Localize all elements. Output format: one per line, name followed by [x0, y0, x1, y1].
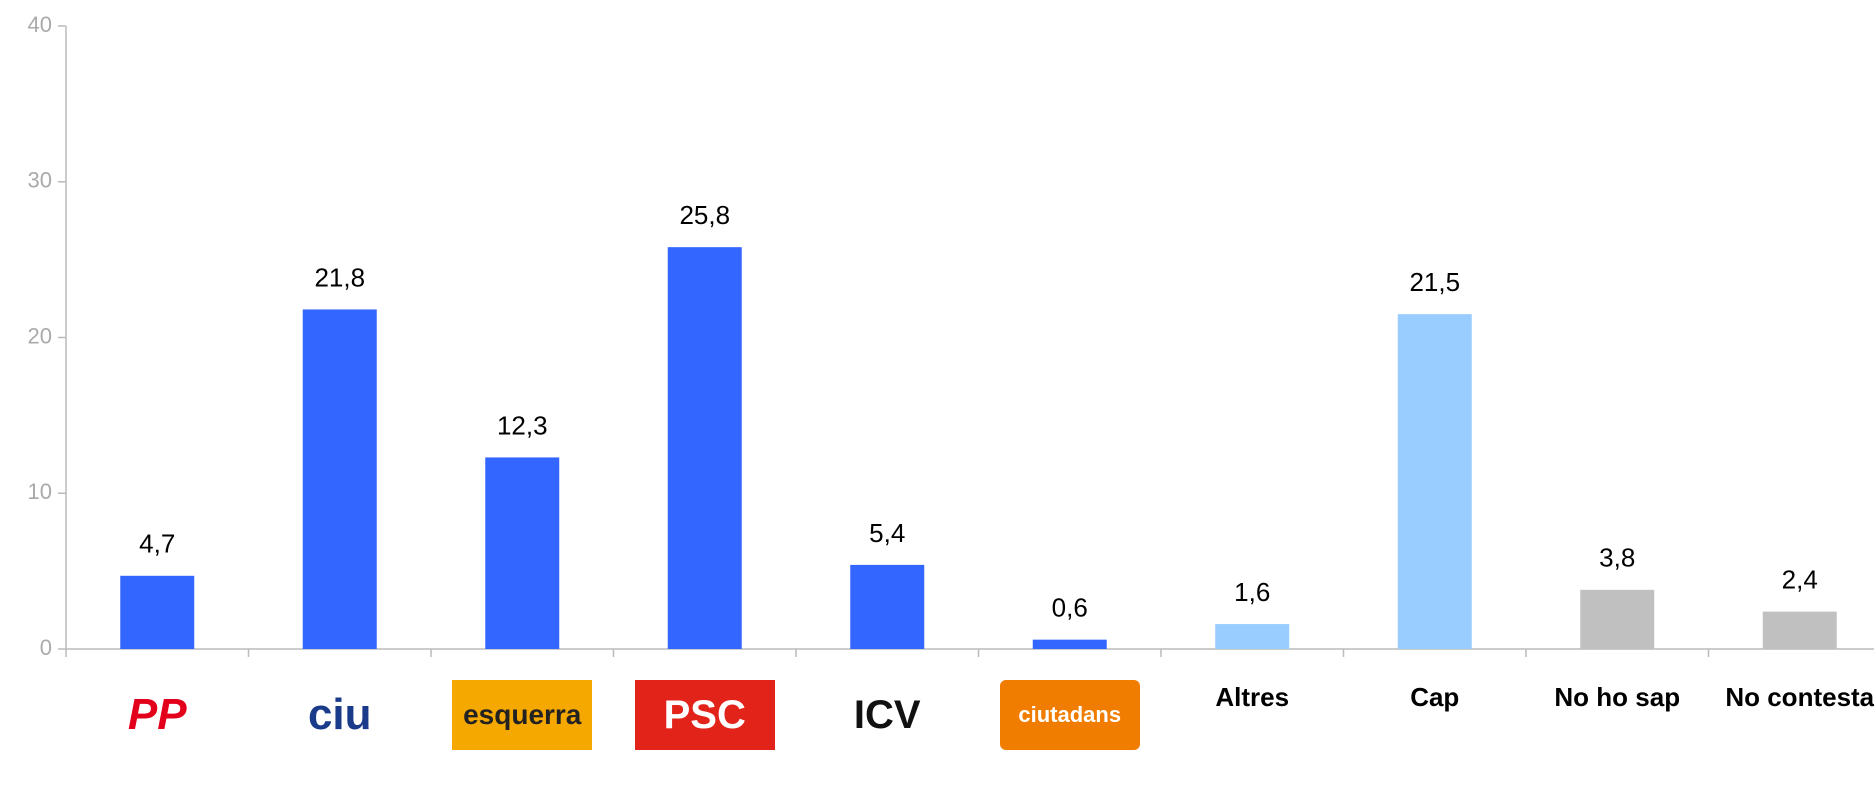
bar: [1762, 611, 1837, 649]
category-logo: ICV: [817, 680, 958, 750]
bar: [120, 575, 195, 649]
value-label: 5,4: [869, 518, 905, 548]
y-tick-label: 40: [28, 12, 52, 37]
y-tick-label: 10: [28, 479, 52, 504]
bar: [1397, 314, 1472, 649]
x-tick-label: Altres: [1215, 682, 1290, 712]
category-logo: ciu: [269, 680, 410, 750]
y-tick-label: 0: [40, 635, 52, 660]
value-label: 2,4: [1782, 564, 1818, 594]
value-label: 25,8: [679, 200, 730, 230]
bar: [850, 564, 925, 649]
value-label: 1,6: [1234, 577, 1270, 607]
bar: [302, 309, 377, 649]
category-logo: PSC: [634, 680, 775, 750]
bar: [1032, 639, 1107, 649]
y-tick-label: 20: [28, 323, 52, 348]
bar: [1580, 589, 1655, 649]
value-label: 21,8: [314, 262, 365, 292]
x-tick-label: Cap: [1410, 682, 1460, 712]
category-logo: ciutadans: [999, 680, 1140, 750]
x-tick-label: No ho sap: [1554, 682, 1681, 712]
value-label: 4,7: [139, 529, 175, 559]
value-label: 12,3: [497, 410, 548, 440]
value-label: 21,5: [1409, 267, 1460, 297]
x-tick-label: No contesta: [1725, 682, 1874, 712]
bar: [1215, 624, 1290, 649]
y-tick-label: 30: [28, 168, 52, 193]
value-label: 0,6: [1052, 593, 1088, 623]
value-label: 3,8: [1599, 543, 1635, 573]
category-logo: esquerra: [452, 680, 593, 750]
bar: [485, 457, 560, 649]
category-logo: PP: [87, 680, 228, 750]
bar: [667, 247, 742, 650]
